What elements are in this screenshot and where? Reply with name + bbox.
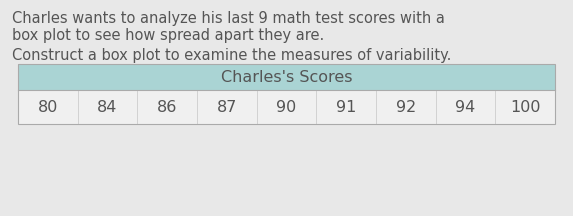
Text: 100: 100 xyxy=(510,100,540,114)
Text: 94: 94 xyxy=(456,100,476,114)
Bar xyxy=(18,90,555,124)
Text: box plot to see how spread apart they are.: box plot to see how spread apart they ar… xyxy=(12,28,324,43)
Bar xyxy=(18,64,555,124)
Text: Charles's Scores: Charles's Scores xyxy=(221,70,352,84)
Text: 92: 92 xyxy=(396,100,416,114)
Text: 80: 80 xyxy=(38,100,58,114)
Text: Construct a box plot to examine the measures of variability.: Construct a box plot to examine the meas… xyxy=(12,48,452,63)
Text: Charles wants to analyze his last 9 math test scores with a: Charles wants to analyze his last 9 math… xyxy=(12,11,445,26)
Text: 86: 86 xyxy=(157,100,178,114)
Bar xyxy=(18,64,555,90)
Text: 91: 91 xyxy=(336,100,356,114)
Text: 90: 90 xyxy=(276,100,297,114)
Text: 84: 84 xyxy=(97,100,117,114)
Text: 87: 87 xyxy=(217,100,237,114)
